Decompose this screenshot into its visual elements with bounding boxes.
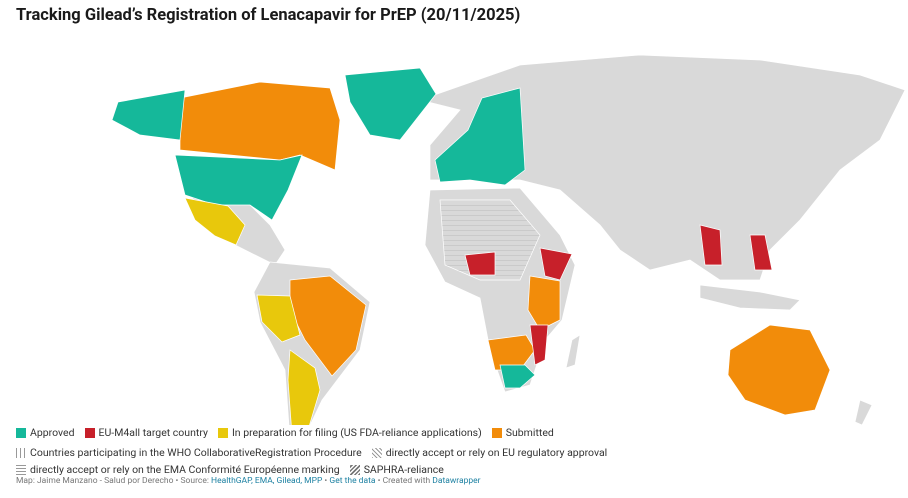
legend-swatch [349, 464, 360, 475]
mexico [184, 197, 246, 246]
indonesia [699, 284, 801, 311]
footer-text: • [322, 476, 330, 486]
title: Tracking Gilead’s Registration of Lenaca… [16, 6, 521, 25]
footer: Map: Jaime Manzano - Salud por Derecho •… [16, 476, 481, 486]
new-zealand [854, 399, 873, 425]
europe [434, 87, 526, 186]
footer-text: Map: Jaime Manzano - Salud por Derecho •… [16, 476, 212, 486]
legend-label: Approved [30, 426, 75, 439]
legend: Approved EU-M4all target country In prepar… [16, 426, 906, 483]
footer-link[interactable]: Datawrapper [432, 476, 481, 486]
legend-item: In preparation for filing (US FDA-relian… [217, 426, 482, 439]
legend-item: directly accept or rely on EU regulatory… [371, 446, 608, 459]
legend-item: EU-M4all target country [84, 426, 208, 439]
legend-swatch [16, 447, 26, 458]
countries [111, 54, 906, 425]
legend-item: Countries participating in the WHO Colla… [16, 446, 362, 459]
ethiopia [539, 247, 573, 281]
usa [174, 154, 303, 221]
legend-label: directly accept or rely on EU regulatory… [385, 446, 608, 459]
australia [727, 324, 831, 416]
footer-link[interactable]: Get the data [329, 476, 376, 486]
argentina [287, 349, 321, 425]
peru [256, 294, 301, 343]
mozambique [529, 324, 549, 366]
legend-label: directly accept or rely on the EMA Confo… [30, 463, 340, 476]
legend-swatch [84, 427, 95, 438]
legend-swatch [16, 464, 26, 475]
east-africa [527, 275, 561, 331]
legend-swatch [16, 427, 26, 438]
philippines [749, 234, 773, 271]
legend-swatch [491, 427, 502, 438]
legend-item: directly accept or rely on the EMA Confo… [16, 463, 340, 476]
who-crp [439, 199, 541, 281]
madagascar [565, 334, 581, 369]
legend-label: In preparation for filing (US FDA-relian… [231, 426, 482, 439]
legend-swatch [371, 447, 382, 458]
legend-label: SAPHRA-reliance [363, 463, 444, 476]
legend-label: Countries participating in the WHO Colla… [30, 446, 362, 459]
footer-text: • Created with [375, 476, 433, 486]
thailand-region [699, 224, 723, 266]
legend-item: Submitted [491, 426, 554, 439]
south-africa [499, 364, 536, 389]
legend-label: EU-M4all target country [98, 426, 208, 439]
map [111, 54, 906, 425]
legend-label: Submitted [505, 426, 554, 439]
nigeria [464, 251, 496, 276]
canada [179, 81, 341, 171]
footer-link[interactable]: HealthGAP, EMA, Gilead, MPP [211, 476, 323, 486]
greenland [344, 67, 437, 141]
legend-colors: Approved EU-M4all target country In prepar… [16, 426, 906, 439]
legend-patterns: Countries participating in the WHO Colla… [16, 446, 906, 476]
southern-africa [487, 334, 536, 371]
legend-item: Approved [16, 426, 75, 439]
alaska [111, 89, 186, 141]
legend-swatch [217, 427, 228, 438]
legend-item: SAPHRA-reliance [349, 463, 444, 476]
